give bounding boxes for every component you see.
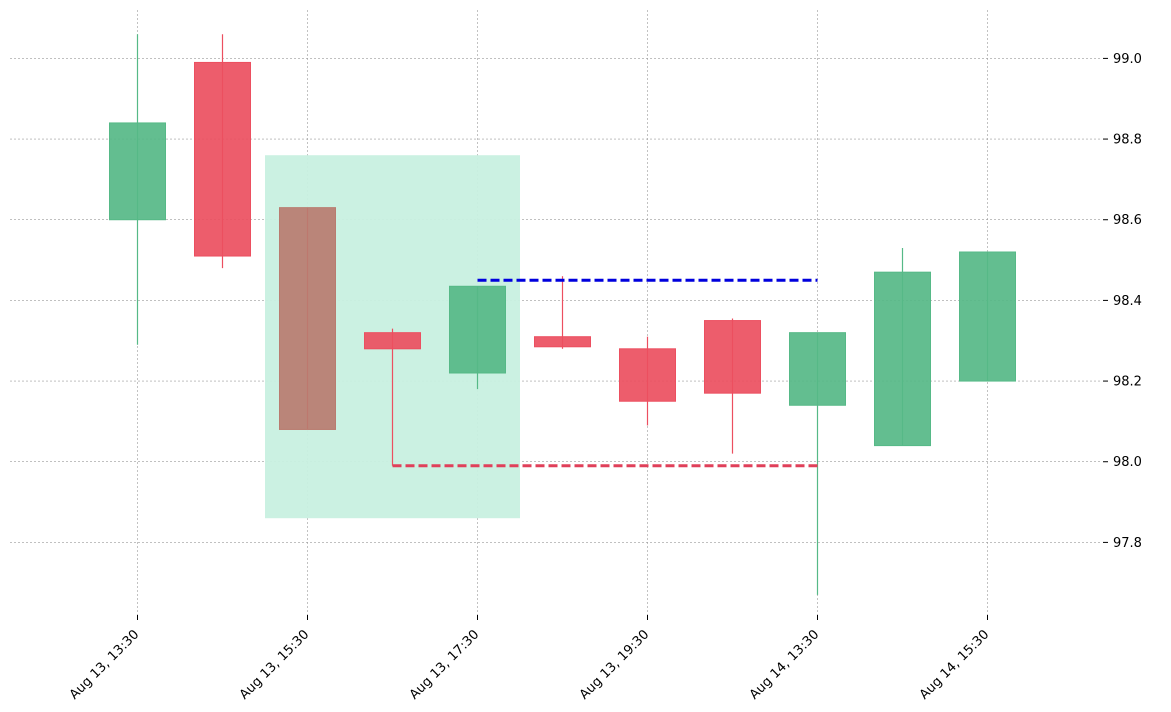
y-tick-label: 98.8 [1113,133,1142,148]
candle-body [704,320,761,394]
y-tick-label: 98.2 [1113,375,1142,390]
candle [364,328,421,466]
candle [194,34,251,269]
y-tick-label: 98.0 [1113,455,1142,470]
candle [449,285,506,390]
candle [619,336,676,426]
candle-body [109,122,166,221]
y-tick-label: 98.6 [1113,213,1142,228]
candle-body [619,348,676,402]
y-tick-label: 99.0 [1113,52,1142,67]
candle [534,276,591,349]
candle-body [449,285,506,374]
candle-body [279,207,336,430]
candle-body [959,251,1016,382]
x-tick-label: Aug 14, 13:30 [747,627,823,703]
y-tick-label: 98.4 [1113,294,1142,309]
candle-body [194,61,251,257]
candle-body [874,271,931,447]
candle [789,332,846,595]
level-layer [392,278,818,468]
candle [109,34,166,345]
x-tick-label: Aug 14, 15:30 [917,627,993,703]
candle-body [534,336,591,348]
grid-layer [10,10,1100,615]
candle-body [364,332,421,350]
candle-body [789,332,846,406]
candle [704,318,761,454]
y-tick-label: 97.8 [1113,536,1142,551]
x-tick-label: Aug 13, 13:30 [67,627,143,703]
x-tick-label: Aug 13, 15:30 [237,627,313,703]
x-tick-label: Aug 13, 19:30 [577,627,653,703]
candle [279,207,336,430]
x-tick-label: Aug 13, 17:30 [407,627,483,703]
candle [959,251,1016,382]
candle-layer [109,34,1016,595]
candle [874,247,931,447]
